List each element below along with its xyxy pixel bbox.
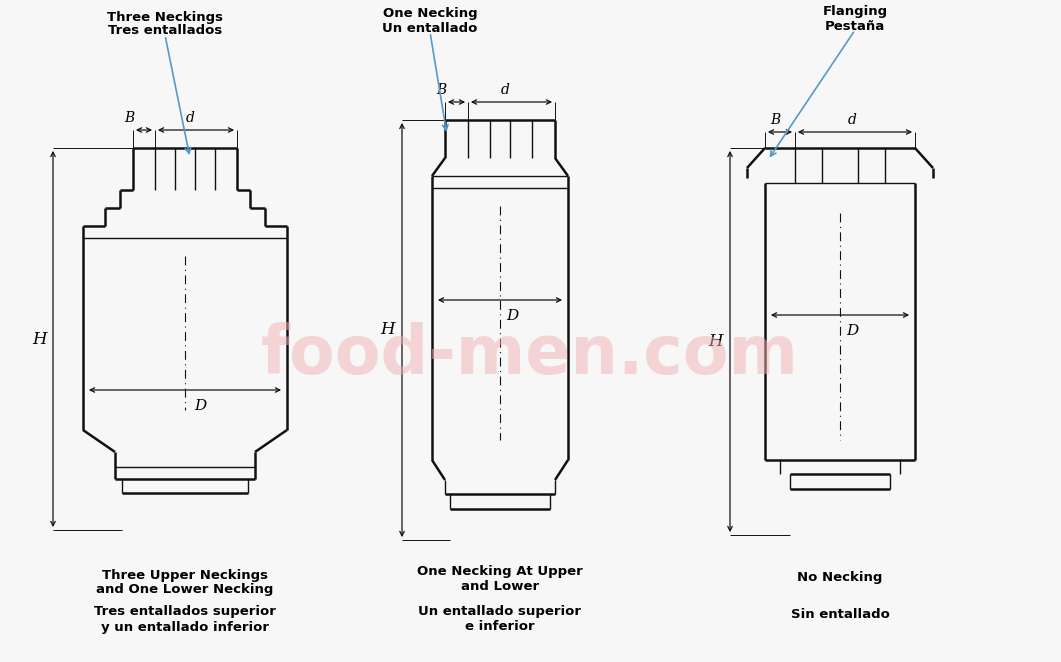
Text: Tres entallados superior: Tres entallados superior — [94, 606, 276, 618]
Text: Pestaña: Pestaña — [824, 19, 885, 32]
Text: and Lower: and Lower — [460, 581, 539, 594]
Text: H: H — [709, 332, 724, 350]
Text: d: d — [848, 113, 856, 127]
Text: D: D — [506, 309, 518, 323]
Text: One Necking At Upper: One Necking At Upper — [417, 565, 582, 579]
Text: Un entallado superior: Un entallado superior — [418, 606, 581, 618]
Text: H: H — [32, 330, 47, 348]
Text: No Necking: No Necking — [797, 571, 883, 585]
Text: B: B — [770, 113, 780, 127]
Text: Three Upper Neckings: Three Upper Neckings — [102, 569, 268, 581]
Text: Un entallado: Un entallado — [382, 21, 477, 34]
Text: D: D — [194, 399, 206, 413]
Text: Tres entallados: Tres entallados — [108, 24, 222, 38]
Text: d: d — [186, 111, 194, 125]
Text: B: B — [124, 111, 134, 125]
Text: and One Lower Necking: and One Lower Necking — [97, 583, 274, 596]
Text: y un entallado inferior: y un entallado inferior — [101, 620, 269, 634]
Text: B: B — [436, 83, 446, 97]
Text: One Necking: One Necking — [383, 7, 477, 21]
Text: Three Neckings: Three Neckings — [107, 11, 223, 23]
Text: d: d — [501, 83, 509, 97]
Text: Flanging: Flanging — [822, 5, 888, 19]
Text: food-men.com: food-men.com — [261, 322, 799, 388]
Text: D: D — [846, 324, 858, 338]
Text: e inferior: e inferior — [465, 620, 535, 634]
Text: Sin entallado: Sin entallado — [790, 608, 889, 622]
Text: H: H — [381, 322, 396, 338]
